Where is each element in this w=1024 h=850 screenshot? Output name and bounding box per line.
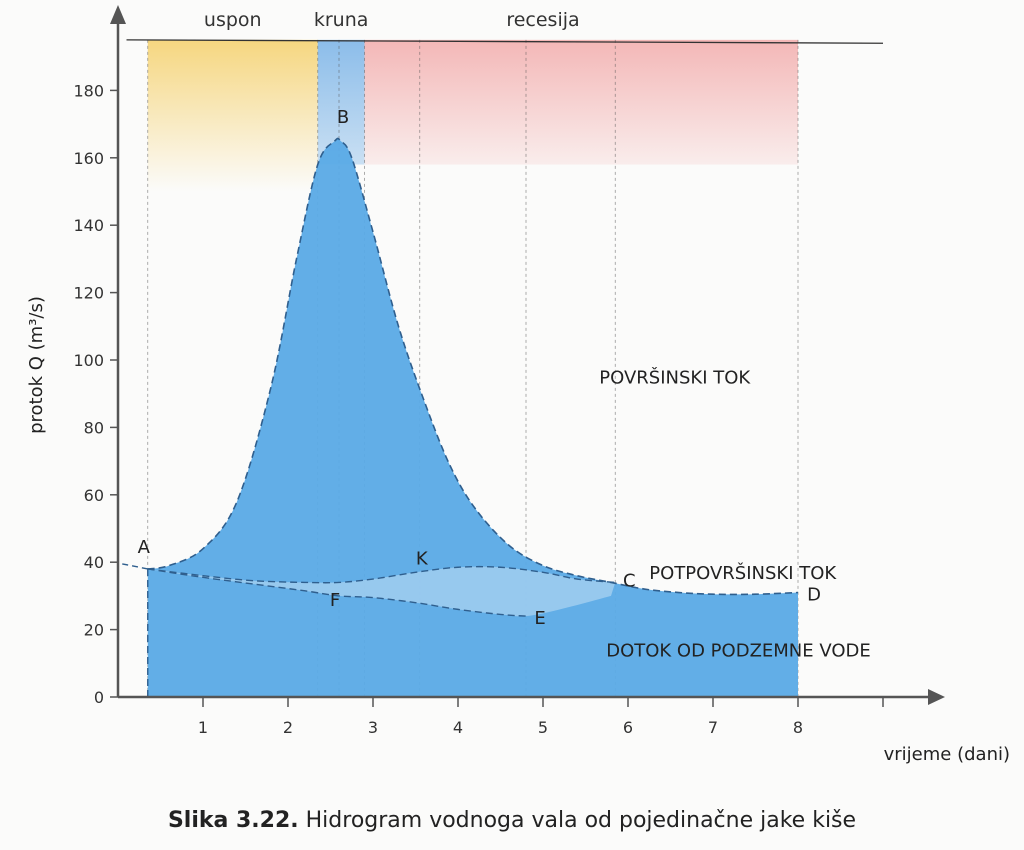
phase-label-uspon: uspon	[204, 9, 262, 31]
x-tick-label: 4	[453, 718, 463, 737]
phase-bands	[147, 39, 798, 192]
region-label: POVRŠINSKI TOK	[599, 367, 751, 389]
point-label-B: B	[337, 107, 349, 128]
phase-top-line	[126, 39, 884, 44]
point-label-K: K	[416, 548, 429, 569]
y-axis-title: protok Q (m³/s)	[26, 296, 47, 434]
x-tick-label: 6	[623, 718, 633, 737]
point-label-C: C	[623, 570, 636, 591]
x-tick-label: 2	[283, 718, 293, 737]
region-label: POTPOVRŠINSKI TOK	[649, 562, 837, 584]
flow-curves	[122, 137, 799, 697]
x-tick-label: 5	[538, 718, 548, 737]
y-tick-label: 140	[73, 216, 104, 235]
groundwater-flow-line	[147, 568, 527, 617]
x-tick-label: 1	[198, 718, 208, 737]
point-label-E: E	[534, 608, 545, 629]
y-tick-label: 20	[84, 621, 104, 640]
subsurface-flow-area	[147, 566, 616, 617]
point-label-F: F	[330, 590, 340, 611]
point-label-A: A	[138, 537, 151, 558]
y-tick-label: 100	[73, 351, 104, 370]
baseflow-lead-line	[122, 563, 148, 570]
x-axis-title: vrijeme (dani)	[884, 744, 1010, 765]
point-label-D: D	[807, 585, 821, 606]
phase-label-recesija: recesija	[506, 9, 579, 31]
x-tick-label: 3	[368, 718, 378, 737]
y-axis-arrow	[110, 5, 126, 24]
y-tick-label: 120	[73, 284, 104, 303]
surface-flow-line	[147, 137, 799, 596]
surface-flow-area	[147, 138, 798, 698]
y-tick-label: 40	[84, 553, 104, 572]
y-tick-label: 60	[84, 486, 104, 505]
y-tick-label: 0	[94, 688, 104, 707]
caption-text: Hidrogram vodnoga vala od pojedinačne ja…	[298, 808, 857, 833]
flow-areas	[147, 138, 798, 698]
axes: 0 20 40 60 80 100 120 140 160 180 1 2 3 4 5 6 7 8 vrijeme …	[26, 5, 1010, 765]
y-tick-label: 80	[84, 418, 104, 437]
phase-band-recesija	[364, 39, 798, 165]
chart-labels: uspon kruna recesija A B F K E C D POVRŠINSKI TOK P…	[138, 9, 871, 662]
region-label: DOTOK OD PODZEMNE VODE	[606, 641, 871, 662]
figure-caption: Slika 3.22. Hidrogram vodnoga vala od po…	[0, 808, 1024, 833]
x-tick-label: 7	[708, 718, 718, 737]
y-tick-label: 160	[73, 149, 104, 168]
phase-label-kruna: kruna	[314, 9, 369, 31]
subsurface-flow-line	[147, 565, 616, 584]
phase-band-uspon	[147, 39, 318, 192]
y-tick-label: 180	[73, 81, 104, 100]
x-axis-arrow	[928, 689, 945, 705]
caption-label: Slika 3.22.	[167, 808, 299, 833]
x-tick-label: 8	[793, 718, 803, 737]
